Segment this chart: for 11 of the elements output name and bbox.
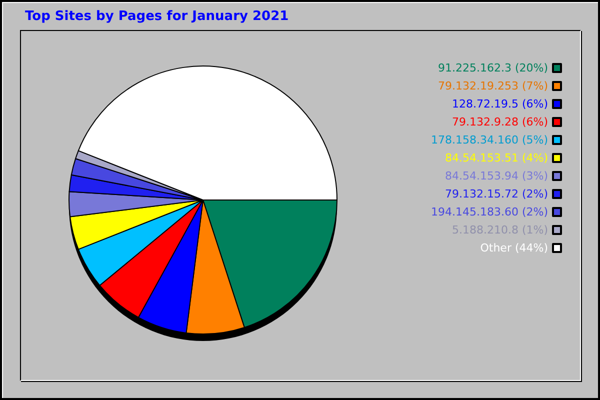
legend-label: 79.132.15.72 (2%) [444, 188, 548, 200]
legend-label: 79.132.9.28 (6%) [452, 116, 548, 128]
legend-label: 178.158.34.160 (5%) [430, 134, 548, 146]
legend-label: 128.72.19.5 (6%) [452, 98, 548, 110]
legend-label: 79.132.19.253 (7%) [438, 80, 548, 92]
legend-label: Other (44%) [480, 242, 548, 254]
legend-label: 91.225.162.3 (20%) [438, 62, 548, 74]
legend-label: 84.54.153.51 (4%) [444, 152, 548, 164]
legend-label: 194.145.183.60 (2%) [430, 206, 548, 218]
legend-label: 84.54.153.94 (3%) [444, 170, 548, 182]
chart-title: Top Sites by Pages for January 2021 [25, 9, 289, 24]
